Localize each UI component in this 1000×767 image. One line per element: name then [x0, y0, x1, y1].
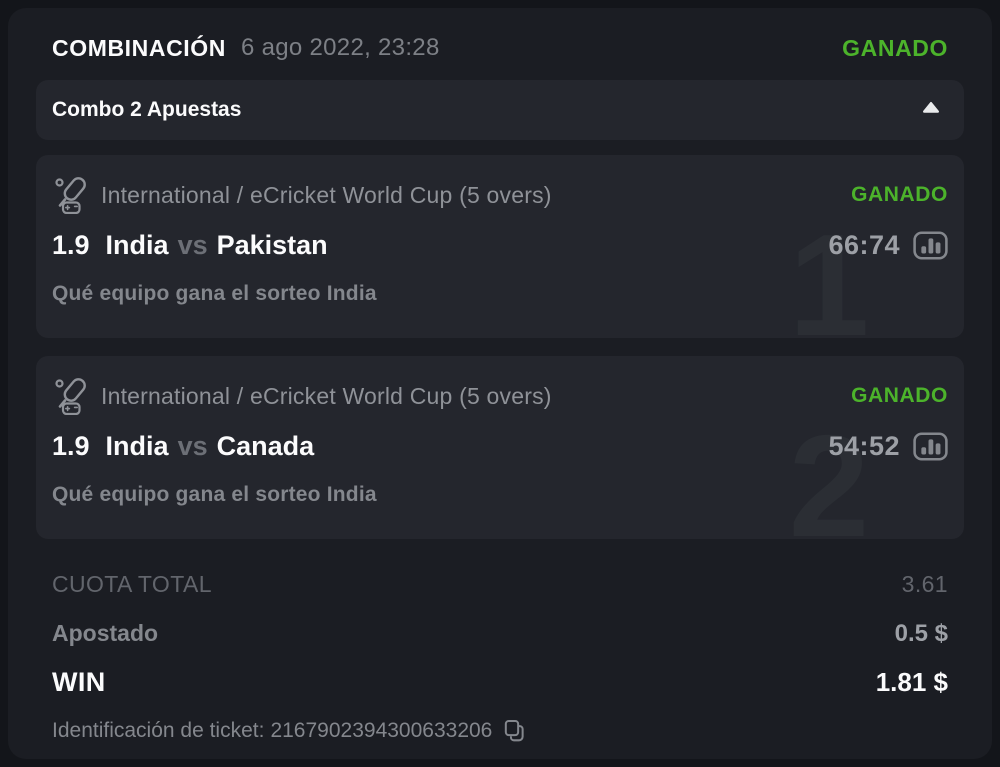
ecricket-icon: [52, 377, 90, 415]
match-score: 54:52: [828, 430, 900, 461]
stake-row: Apostado 0.5 $: [52, 609, 948, 658]
away-team: Pakistan: [216, 229, 328, 260]
bar-chart-icon[interactable]: [913, 432, 948, 461]
total-odds-value: 3.61: [901, 571, 948, 597]
away-team: Canada: [216, 430, 315, 461]
home-team: India: [105, 430, 169, 461]
ticket-id-row: Identificación de ticket: 21679023943006…: [52, 707, 948, 755]
match-teams: India vs Pakistan: [106, 230, 328, 261]
bar-chart-icon[interactable]: [913, 231, 948, 260]
match-teams: India vs Canada: [106, 431, 315, 462]
vs-label: vs: [177, 430, 208, 461]
league-label: International / eCricket World Cup (5 ov…: [101, 382, 552, 409]
ecricket-icon: [52, 176, 90, 214]
bet-card: 2 International / eCricket World Cup (5 …: [36, 356, 964, 539]
bet-card: 1 International / eCricket World Cup (5 …: [36, 155, 964, 338]
combo-label: Combo 2 Apuestas: [52, 98, 242, 121]
win-row: WIN 1.81 $: [52, 658, 948, 707]
ticket-summary: CUOTA TOTAL 3.61 Apostado 0.5 $ WIN 1.81…: [36, 557, 964, 755]
combo-collapse-bar[interactable]: Combo 2 Apuestas: [36, 80, 964, 140]
bet-ticket-card: COMBINACIÓN 6 ago 2022, 23:28 GANADO Com…: [8, 8, 992, 759]
stake-value: 0.5 $: [894, 619, 948, 647]
ticket-header: COMBINACIÓN 6 ago 2022, 23:28 GANADO: [36, 8, 964, 80]
market-label: Qué equipo gana el sorteo India: [52, 483, 377, 506]
ticket-id-label: Identificación de ticket:: [52, 719, 265, 742]
league-label: International / eCricket World Cup (5 ov…: [101, 181, 552, 208]
bet-datetime: 6 ago 2022, 23:28: [240, 34, 440, 61]
vs-label: vs: [177, 229, 208, 260]
win-value: 1.81 $: [875, 667, 948, 697]
home-team: India: [105, 229, 169, 260]
bet-status-badge: GANADO: [851, 183, 948, 206]
market-label: Qué equipo gana el sorteo India: [52, 282, 377, 305]
odds-value: 1.9: [52, 229, 90, 260]
stake-label: Apostado: [52, 620, 159, 646]
win-label: WIN: [52, 667, 106, 697]
odds-value: 1.9: [52, 430, 90, 461]
match-score: 66:74: [828, 229, 900, 260]
total-odds-label: CUOTA TOTAL: [52, 571, 212, 597]
ticket-id-value: 2167902394300633206: [270, 719, 493, 742]
bet-type-title: COMBINACIÓN: [52, 34, 226, 61]
ticket-status-badge: GANADO: [842, 34, 948, 61]
copy-icon[interactable]: [504, 719, 525, 743]
triangle-up-icon: [922, 101, 940, 119]
total-odds-row: CUOTA TOTAL 3.61: [52, 560, 948, 609]
bet-status-badge: GANADO: [851, 384, 948, 407]
